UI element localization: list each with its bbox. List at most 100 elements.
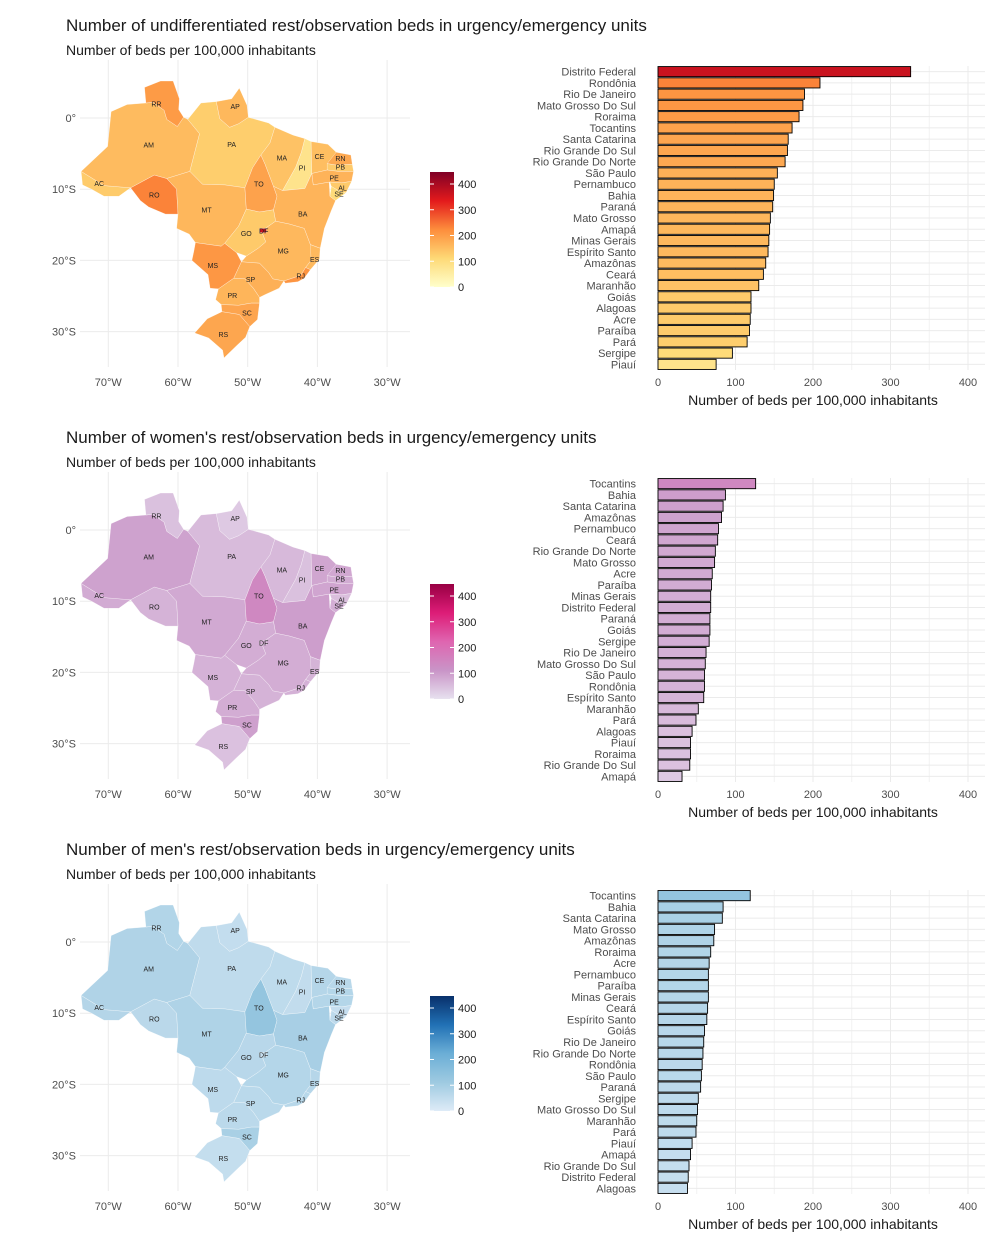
- bar-category-label: Paraíba: [597, 326, 636, 338]
- bar-category-label: Rio Grande Do Norte: [533, 157, 636, 169]
- bar-category-label: Rio Grande Do Sul: [544, 760, 636, 772]
- bar: [657, 156, 786, 168]
- bar-x-tick-label: 200: [804, 789, 822, 801]
- bar-x-tick-label: 100: [726, 789, 744, 801]
- bar-category-label: Mato Grosso: [573, 924, 636, 936]
- state-label-es: ES: [310, 669, 320, 676]
- state-label-ma: MA: [277, 567, 288, 574]
- bar: [657, 1160, 690, 1172]
- map-lat-tick-label: 30°S: [52, 327, 76, 339]
- map-lat-tick-label: 10°S: [52, 1008, 76, 1020]
- bar-category-label: Pará: [613, 1127, 637, 1139]
- bar-category-label: Sergipe: [598, 1093, 636, 1105]
- panel-undifferentiated: Number of undifferentiated rest/observat…: [0, 0, 1000, 412]
- map-lon-tick-label: 30°W: [374, 789, 402, 801]
- state-label-mg: MG: [278, 1073, 289, 1080]
- bar: [657, 223, 771, 235]
- bar: [657, 1104, 698, 1116]
- bar: [657, 325, 750, 337]
- state-label-es: ES: [310, 257, 320, 264]
- bar: [657, 99, 804, 111]
- bar-category-label: Pernambuco: [574, 179, 636, 191]
- state-label-df: DF: [259, 1053, 268, 1060]
- map-lat-tick-label: 0°: [65, 113, 76, 125]
- bar-category-label: Roraima: [594, 947, 636, 959]
- bar-category-label: Amazônas: [584, 936, 636, 948]
- bar-x-axis-title: Number of beds per 100,000 inhabitants: [688, 1216, 938, 1232]
- map-lon-tick-label: 40°W: [304, 789, 332, 801]
- legend-tick-label: 300: [458, 1029, 476, 1041]
- state-label-ma: MA: [277, 155, 288, 162]
- bar-category-label: Roraima: [594, 749, 636, 761]
- state-label-es: ES: [310, 1081, 320, 1088]
- state-label-to: TO: [254, 594, 264, 601]
- bar: [657, 268, 764, 280]
- map-lon-tick-label: 30°W: [374, 377, 402, 389]
- bar-category-label: Mato Grosso Do Sul: [537, 1105, 636, 1117]
- state-label-sp: SP: [246, 277, 256, 284]
- bar-category-label: Espírito Santo: [567, 247, 636, 259]
- state-label-ms: MS: [208, 1087, 219, 1094]
- bar-category-label: Maranhão: [586, 281, 636, 293]
- bar-category-label: Pernambuco: [574, 524, 636, 536]
- state-label-pb: PB: [336, 165, 346, 172]
- chart-subtitle: Number of beds per 100,000 inhabitants: [66, 42, 316, 58]
- legend-colorbar: [430, 584, 454, 699]
- legend-tick-label: 400: [458, 591, 476, 603]
- bar: [657, 1047, 704, 1059]
- state-label-mt: MT: [202, 1031, 213, 1038]
- state-label-ac: AC: [94, 181, 104, 188]
- bar: [657, 77, 821, 89]
- bar-category-label: Goiás: [607, 1026, 636, 1038]
- map-lat-tick-label: 30°S: [52, 739, 76, 751]
- bar: [657, 601, 712, 613]
- state-rr: [144, 492, 184, 539]
- state-label-ac: AC: [94, 1005, 104, 1012]
- bar: [657, 291, 752, 303]
- bar: [657, 280, 760, 292]
- bar: [657, 980, 709, 992]
- state-label-am: AM: [143, 967, 154, 974]
- state-label-pa: PA: [227, 554, 236, 561]
- bar-category-label: Paraná: [601, 1082, 637, 1094]
- state-rj: [283, 1091, 311, 1108]
- bar-x-axis-title: Number of beds per 100,000 inhabitants: [688, 392, 938, 408]
- map-lon-tick-label: 70°W: [95, 1201, 123, 1213]
- map-lon-tick-label: 70°W: [95, 789, 123, 801]
- state-label-sp: SP: [246, 689, 256, 696]
- bar: [657, 1115, 698, 1127]
- legend-tick-label: 300: [458, 205, 476, 217]
- legend-tick-label: 100: [458, 668, 476, 680]
- bar: [657, 167, 778, 179]
- state-rs: [194, 1135, 250, 1183]
- bar-category-label: Rio Grande Do Sul: [544, 145, 636, 157]
- chart-title: Number of men's rest/observation beds in…: [66, 840, 575, 859]
- bar-category-label: Amapá: [601, 224, 637, 236]
- bar: [657, 478, 757, 490]
- bar: [657, 1182, 688, 1194]
- bar: [657, 737, 691, 749]
- map-lat-tick-label: 10°S: [52, 596, 76, 608]
- state-rj: [283, 679, 311, 696]
- state-label-rs: RS: [218, 1156, 228, 1163]
- bar: [657, 313, 751, 325]
- bar-category-label: Goiás: [607, 625, 636, 637]
- bar-x-tick-label: 400: [959, 1201, 977, 1213]
- state-label-mg: MG: [278, 661, 289, 668]
- bar-category-label: Paraíba: [597, 580, 636, 592]
- state-label-rs: RS: [218, 332, 228, 339]
- state-label-pe: PE: [329, 587, 339, 594]
- state-label-df: DF: [259, 641, 268, 648]
- map-plot: 70°W 60°W 50°W 40°W 30°W 0° 10°S 20°S 30°S RR AP AM…: [52, 472, 410, 801]
- chart-title: Number of women's rest/observation beds …: [66, 428, 597, 447]
- state-se: [329, 598, 347, 613]
- bar-category-label: Piauí: [611, 1138, 636, 1150]
- chart-subtitle: Number of beds per 100,000 inhabitants: [66, 866, 316, 882]
- state-label-pi: PI: [299, 989, 306, 996]
- map-lat-tick-label: 0°: [65, 937, 76, 949]
- bar-category-label: Paraná: [601, 614, 637, 626]
- bar-category-label: Rio De Janeiro: [563, 89, 636, 101]
- bar-category-label: Pará: [613, 715, 637, 727]
- state-label-ba: BA: [298, 212, 308, 219]
- bar-category-label: Amapá: [601, 1150, 637, 1162]
